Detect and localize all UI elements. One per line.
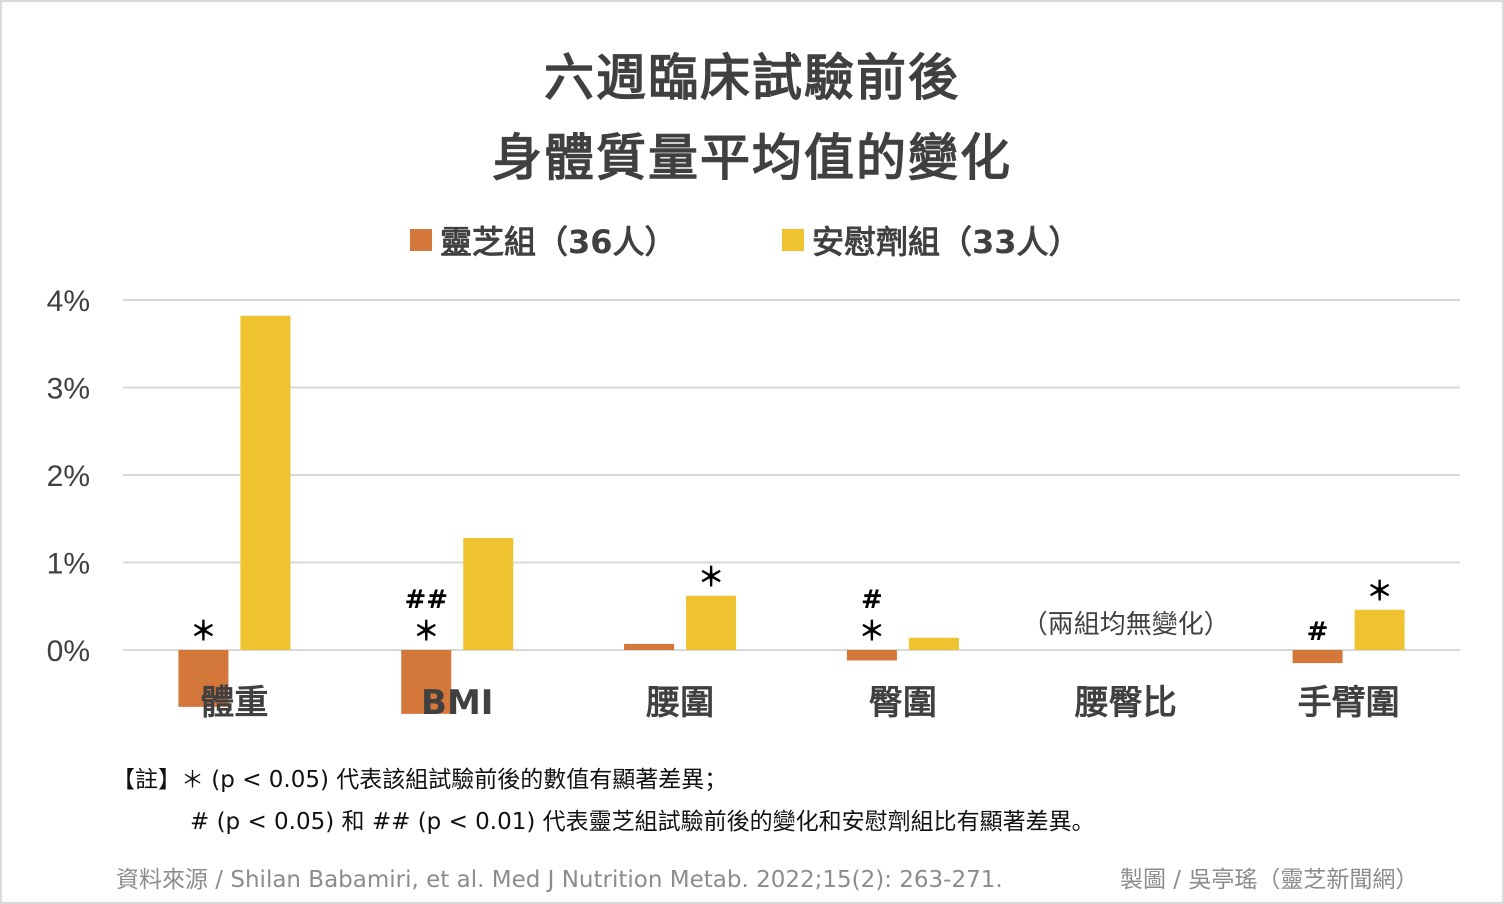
note-line-2: # (p < 0.05) 和 ## (p < 0.01) 代表靈芝組試驗前後的變…: [190, 809, 1095, 835]
bar-placebo-0: [240, 315, 291, 650]
legend-swatch-placebo: [782, 229, 804, 251]
significance-hash-marker: #: [1307, 617, 1329, 647]
legend-label-lingzhi: 靈芝組（36人）: [440, 223, 677, 261]
bar-chart: 0%1%2%3%4%體重 BMI 腰圍 臀圍 腰臀比 手臂圍＊ ＊##＊＊##＊（兩組均無變…: [47, 285, 1460, 723]
bar-placebo-5: [1354, 609, 1405, 650]
y-tick-label: 1%: [47, 548, 90, 581]
y-tick-label: 0%: [47, 635, 90, 668]
bar-placebo-2: [686, 595, 737, 650]
y-tick-label: 2%: [47, 460, 90, 493]
bar-lingzhi-3: [846, 650, 897, 661]
no-change-annotation: （兩組均無變化）: [1022, 610, 1230, 640]
legend-item-lingzhi: 靈芝組（36人）: [410, 218, 677, 262]
legend-label-placebo: 安慰劑組（33人）: [812, 223, 1081, 261]
significance-star-marker: ＊: [859, 617, 885, 647]
bar-lingzhi-5: [1292, 650, 1343, 664]
chart-title-line-1: 六週臨床試驗前後: [544, 49, 960, 107]
legend-swatch-lingzhi: [410, 229, 432, 251]
x-category-label: 腰圍: [646, 683, 714, 723]
y-tick-label: 4%: [47, 285, 90, 318]
significance-hash-marker: #: [861, 585, 883, 615]
chart-title-line-2: 身體質量平均值的變化: [492, 129, 1012, 187]
significance-star-marker: ＊: [413, 617, 439, 647]
significance-hash-marker: ##: [404, 585, 448, 615]
x-category-label: 體重: [200, 683, 268, 723]
chart-credit: 製圖 / 吳亭瑤（靈芝新聞網）: [1120, 867, 1419, 893]
bar-lingzhi-2: [624, 643, 675, 650]
bar-lingzhi-1: [401, 650, 452, 714]
legend-item-placebo: 安慰劑組（33人）: [782, 218, 1081, 262]
x-category-label: 腰臀比: [1075, 683, 1177, 723]
bar-lingzhi-0: [178, 650, 229, 707]
y-tick-label: 3%: [47, 373, 90, 406]
bar-placebo-3: [908, 637, 959, 650]
note-line-1: 【註】＊ (p < 0.05) 代表該組試驗前後的數值有顯著差異；: [112, 767, 728, 793]
bar-placebo-1: [463, 538, 514, 650]
significance-star-marker: ＊: [190, 617, 216, 647]
x-category-label: 臀圍: [869, 683, 937, 723]
source-citation: 資料來源 / Shilan Babamiri, et al. Med J Nut…: [116, 867, 1003, 893]
significance-star-marker: ＊: [1367, 577, 1393, 607]
x-category-label: 手臂圍: [1298, 683, 1400, 723]
x-category-label: BMI: [421, 683, 493, 723]
significance-star-marker: ＊: [698, 563, 724, 593]
